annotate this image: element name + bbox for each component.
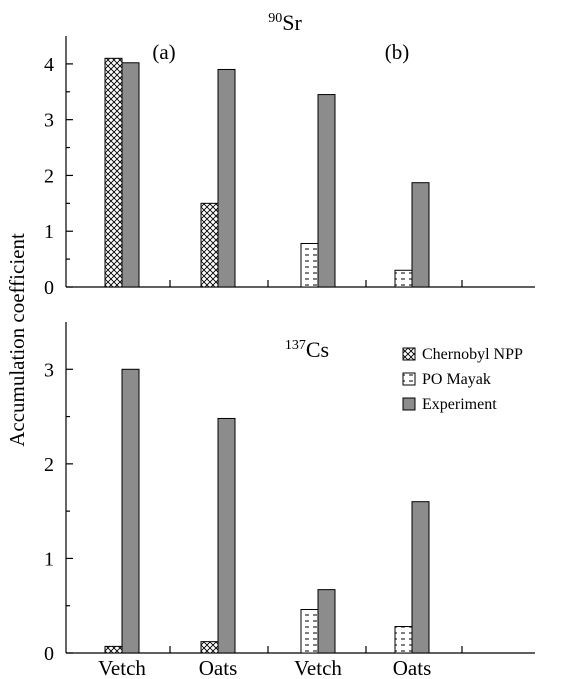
panel-cs137: 137Cs Chernobyl NPP PO Mayak Experiment … xyxy=(44,322,535,679)
sub-label-a: (a) xyxy=(152,40,175,64)
legend-label-chernobyl: Chernobyl NPP xyxy=(422,346,523,363)
y-tick-label: 2 xyxy=(44,165,54,187)
bar-mayak xyxy=(394,269,413,288)
x-tick-label: Vetch xyxy=(294,656,342,679)
bar-experiment xyxy=(317,589,336,654)
y-tick-label: 1 xyxy=(44,548,54,570)
y-tick-label: 2 xyxy=(44,454,54,476)
x-tick-label: Vetch xyxy=(98,656,146,679)
legend-label-mayak: PO Mayak xyxy=(422,371,491,388)
legend-swatch-chernobyl xyxy=(402,347,416,361)
bar-mayak xyxy=(300,608,319,654)
bar-experiment xyxy=(121,368,140,654)
panel-title-sr90: 90Sr xyxy=(268,10,302,35)
y-tick-label: 0 xyxy=(44,277,54,299)
title-superscript: 90 xyxy=(268,11,282,26)
bar-chernobyl xyxy=(200,202,219,288)
panel-sr90: 90Sr (a) (b) 0 1 2 3 4 xyxy=(44,10,535,299)
y-tick-label: 0 xyxy=(44,643,54,665)
legend-swatch-mayak xyxy=(402,372,416,386)
sub-label-b: (b) xyxy=(385,40,410,64)
bar-chernobyl xyxy=(104,645,123,654)
y-tick-label: 1 xyxy=(44,221,54,243)
bar-chernobyl xyxy=(104,57,123,288)
x-tick-label: Oats xyxy=(393,656,432,679)
title-element: Sr xyxy=(282,10,302,35)
title-element: Cs xyxy=(306,337,329,362)
y-axis-label: Accumulation coefficient xyxy=(5,233,29,447)
bar-experiment xyxy=(121,62,140,288)
legend-label-experiment: Experiment xyxy=(422,396,497,413)
bar-experiment xyxy=(411,182,430,288)
panel-title-cs137: 137Cs xyxy=(285,337,329,362)
bar-experiment xyxy=(217,68,236,288)
y-tick-label: 4 xyxy=(44,54,54,76)
bar-experiment xyxy=(317,94,336,288)
y-tick-label: 3 xyxy=(44,359,54,381)
bar-mayak xyxy=(394,626,413,654)
legend: Chernobyl NPP PO Mayak Experiment xyxy=(402,346,523,413)
x-tick-label: Oats xyxy=(199,656,238,679)
bar-experiment xyxy=(411,501,430,654)
bar-mayak xyxy=(300,242,319,288)
bar-chernobyl xyxy=(200,641,219,654)
bar-experiment xyxy=(217,417,236,654)
legend-swatch-experiment xyxy=(402,397,416,411)
title-superscript: 137 xyxy=(285,338,306,353)
y-tick-label: 3 xyxy=(44,110,54,132)
